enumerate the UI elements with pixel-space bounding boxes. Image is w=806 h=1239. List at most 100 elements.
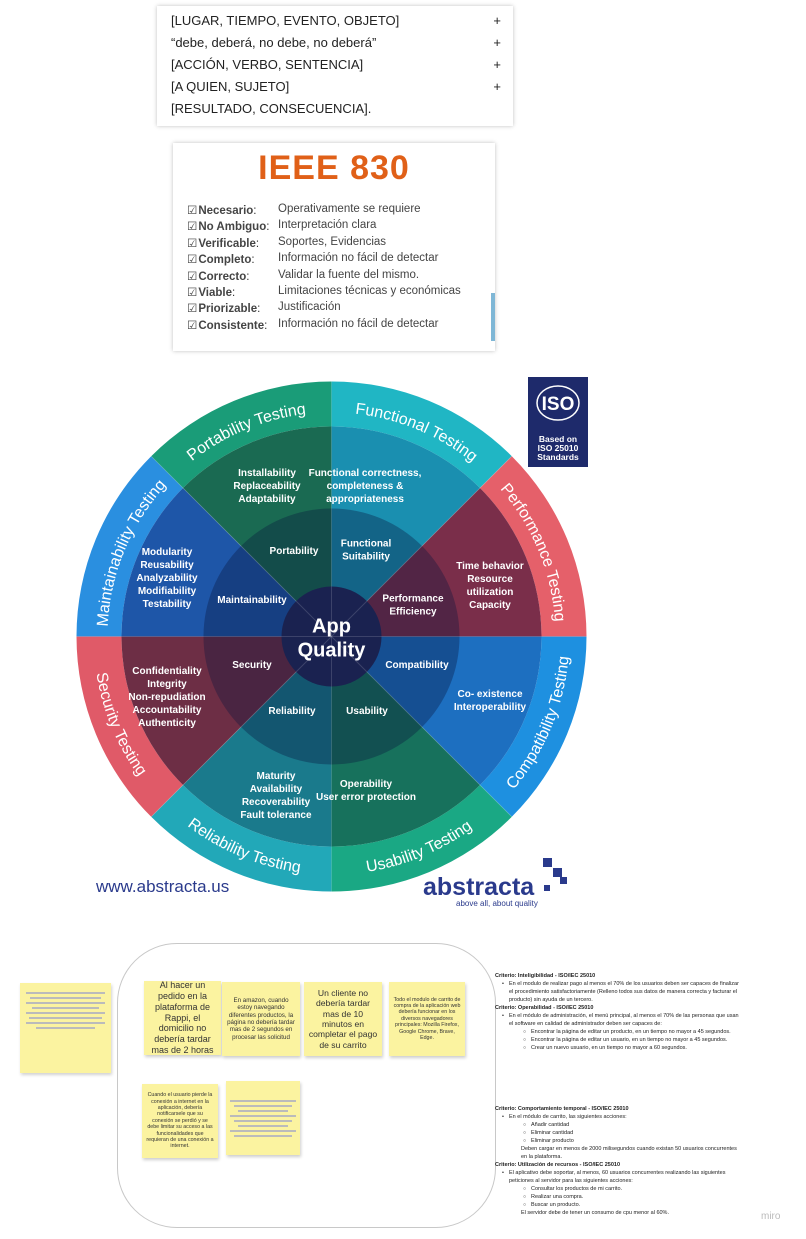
sticky-note[interactable]: Todo el modulo de carrito de compra de l… [389,982,465,1056]
plus-sign: + [493,79,501,94]
criterion-item: El aplicativo debe soportar, al menos, 6… [495,1170,742,1186]
sub-label-security: Authenticity [138,718,196,729]
iso-25010-badge: ISO Based on ISO 25010 Standards [528,377,588,467]
sub-label-usability: User error protection [316,792,416,803]
inner-label-portability: Portability [270,546,319,557]
sub-label-performance: utilization [467,587,514,598]
inner-label-reliability: Reliability [268,706,316,717]
template-row-text: [ACCIÓN, VERBO, SENTENCIA] [171,57,364,72]
checkbox-icon: ☑ [187,237,198,250]
sub-label-reliability: Availability [250,784,303,795]
ieee-criterion: ☑Correcto: [187,270,250,283]
sub-label-security: Integrity [147,679,187,690]
sticky-note[interactable] [226,1081,300,1155]
ieee-criterion: ☑No Ambiguo: [187,221,270,234]
plus-sign: + [493,57,501,72]
outer-band-performance [479,456,587,637]
ieee-criterion: ☑Consistente: [187,319,268,332]
outer-band-portability [151,381,332,489]
inner-label-compatibility: Compatibility [385,660,449,671]
criterion-item: Deben cargar en menos de 2000 milisegund… [521,1145,737,1160]
sub-label-performance: Capacity [469,600,511,611]
sticky-notes-frame[interactable]: Al hacer un pedido en la plataforma de R… [117,943,496,1228]
criterion-item: Crear un nuevo usuario, en un tiempo no … [495,1045,742,1053]
sticky-note[interactable]: Un cliente no debería tardar mas de 10 m… [304,982,382,1056]
sector-security [121,636,332,785]
sub-label-maintainability: Analyzability [136,573,198,584]
sub-label-compatibility: Co- existence [457,689,522,700]
criterion-title: Criterio: Utilización de recursos - ISO/… [495,1161,621,1168]
template-row: [ACCIÓN, VERBO, SENTENCIA] + [171,57,501,72]
inner-label-functional: Functional [341,539,392,550]
sector-usability [331,636,480,847]
criterion-item: Realizar una compra. [495,1194,742,1202]
criterion-key: Completo [198,254,252,267]
criterion-item: En el modulo de realizar pago al menos e… [495,981,742,1005]
sub-label-reliability: Recoverability [242,797,311,808]
checkbox-icon: ☑ [187,254,198,267]
criterion-value: Validar la fuente del mismo. [278,268,420,281]
outer-band-compatibility [479,636,587,817]
iso-line-3: Standards [537,452,579,462]
sticky-note-text: Cuando el usuario pierde la conexión a i… [146,1092,214,1150]
sub-label-portability: Installability [238,468,296,479]
criterion-item: En el módulo de administración, el menú … [495,1013,742,1029]
template-row: [LUGAR, TIEMPO, EVENTO, OBJETO] + [171,13,501,28]
sticky-note[interactable]: Al hacer un pedido en la plataforma de R… [144,980,221,1055]
sub-label-performance: Time behavior [456,561,524,572]
template-row: [A QUIEN, SUJETO] + [171,79,501,94]
inner-label-maintainability: Maintainability [217,595,287,606]
criterion-value: Limitaciones técnicas y económicas [278,285,461,297]
ieee-criterion: ☑Priorizable: [187,303,261,316]
criterion-key: Viable [198,287,232,299]
sub-label-portability: Replaceability [233,481,301,492]
sticky-note-text: En amazon, cuando estoy navegando difere… [227,996,295,1041]
outer-band-reliability [151,784,332,892]
sticky-note[interactable]: Cuando el usuario pierde la conexión a i… [142,1084,218,1158]
sub-label-security: Confidentiality [132,666,202,677]
sub-label-functional: Functional correctness, [309,468,422,479]
criterion-key: No Ambiguo [198,221,267,234]
criterion-item: Encontrar la página de editar un product… [495,1029,742,1037]
criterion-item: El servidor debe de tener un consumo de … [521,1209,669,1216]
sub-label-reliability: Maturity [257,771,296,782]
sub-label-portability: Adaptability [238,494,296,505]
inner-label-usability: Usability [346,706,388,717]
criterion-value: Información no fácil de detectar [278,317,439,330]
criterion-key: Correcto [198,270,247,283]
miro-watermark: miro [761,1211,781,1222]
criterion-key: Consistente [198,319,265,332]
checkbox-icon: ☑ [187,303,198,316]
iso-logo-text: ISO [542,394,575,415]
outer-band-usability [331,784,512,892]
center-title-app: App [312,616,351,638]
ieee-accent-bar [491,293,495,341]
template-row-text: “debe, deberá, no debe, no deberá” [171,35,377,50]
criterion-value: Justificación [278,301,341,314]
plus-sign: + [493,35,501,50]
plus-sign: + [493,13,501,28]
requirement-template-card: [LUGAR, TIEMPO, EVENTO, OBJETO] + “debe, d… [157,6,513,126]
website-link[interactable]: www.abstracta.us [96,877,230,896]
sub-label-compatibility: Interoperability [454,702,527,713]
iso-line-1: Based on [538,434,578,444]
iso-logo-icon: ISO [536,385,580,421]
sticky-note-lone[interactable] [20,983,111,1073]
checkbox-icon: ☑ [187,221,198,234]
criterion-key: Necesario [198,205,254,217]
brand-name: abstracta [423,873,535,901]
ieee-criterion: ☑Viable: [187,287,236,299]
ieee-title: IEEE 830 [258,149,410,187]
sector-maintainability [121,488,332,637]
criterion-item: Eliminar producto [495,1138,742,1146]
sticky-note[interactable]: En amazon, cuando estoy navegando difere… [222,982,300,1056]
sector-reliability [183,636,332,847]
ieee-criterion: ☑Necesario: [187,205,257,217]
sub-label-performance: Resource [467,574,513,585]
sticky-note-text: Todo el modulo de carrito de compra de l… [393,996,461,1041]
outer-band-functional [331,381,512,489]
ieee-criterion: ☑Completo: [187,254,255,267]
criterion-title: Criterio: Operabilidad - ISO/IEC 25010 [495,1004,594,1011]
criterion-item: Añadir cantidad [495,1122,742,1130]
